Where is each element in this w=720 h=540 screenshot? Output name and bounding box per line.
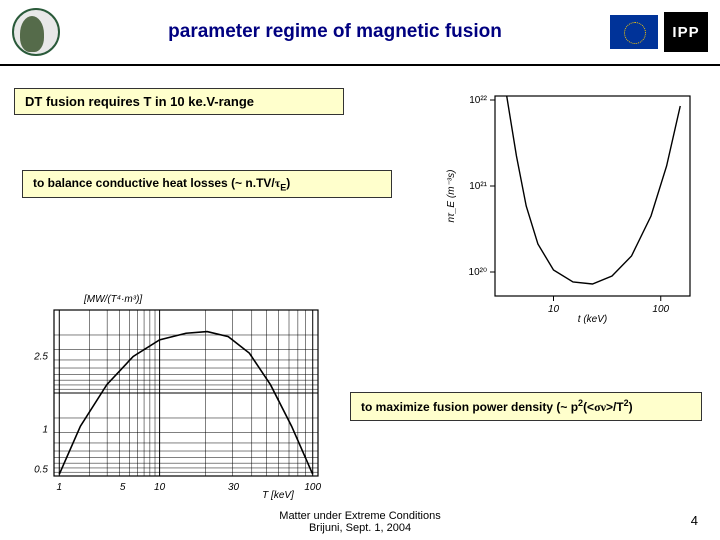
sigma-nu: σν	[594, 400, 606, 414]
slide-title: parameter regime of magnetic fusion	[60, 21, 610, 43]
svg-text:10²¹: 10²¹	[469, 181, 487, 192]
slide-header: parameter regime of magnetic fusion IPP	[0, 0, 720, 66]
callout-text: to balance conductive heat losses (~ n.T…	[33, 176, 275, 190]
svg-text:0.5: 0.5	[34, 464, 48, 475]
svg-text:T [keV]: T [keV]	[262, 490, 294, 500]
callout-text: DT fusion requires T in 10 ke.V-range	[25, 94, 254, 109]
footer-line-2: Brijuni, Sept. 1, 2004	[0, 522, 720, 534]
mpg-logo	[12, 8, 60, 56]
ntau-vs-t-chart: 10 100 10²⁰ 10²¹ 10²² nτ_E (m⁻³s) t (keV)	[440, 86, 700, 326]
callout-text: to maximize fusion power density (~ p	[361, 400, 578, 414]
svg-text:nτ_E (m⁻³s): nτ_E (m⁻³s)	[446, 170, 457, 223]
callout-power-density: to maximize fusion power density (~ p2(<…	[350, 392, 702, 421]
page-number: 4	[691, 513, 698, 528]
callout-mid2: >/T	[606, 400, 624, 414]
svg-text:10: 10	[154, 482, 166, 493]
callout-heat-losses: to balance conductive heat losses (~ n.T…	[22, 170, 392, 198]
svg-text:2.5: 2.5	[33, 351, 48, 362]
callout-dt-fusion: DT fusion requires T in 10 ke.V-range	[14, 88, 344, 115]
svg-text:[MW/(T⁴·m³)]: [MW/(T⁴·m³)]	[83, 294, 142, 305]
svg-text:t (keV): t (keV)	[578, 314, 607, 325]
svg-text:10: 10	[548, 304, 560, 315]
callout-mid: (<	[583, 400, 594, 414]
ipp-logo: IPP	[664, 12, 708, 52]
svg-text:100: 100	[304, 482, 321, 493]
footer-line-1: Matter under Extreme Conditions	[0, 510, 720, 522]
svg-text:100: 100	[652, 304, 669, 315]
svg-text:10²²: 10²²	[469, 95, 487, 106]
callout-suffix: )	[286, 176, 290, 190]
svg-text:10²⁰: 10²⁰	[469, 267, 487, 278]
svg-text:1: 1	[56, 482, 62, 493]
svg-text:5: 5	[120, 482, 126, 493]
callout-suffix: )	[629, 400, 633, 414]
power-density-chart: 1 5 10 30 100 0.5 1 2.5 [MW/(T⁴·m³)] T [keV]	[14, 290, 324, 500]
svg-text:1: 1	[42, 425, 48, 436]
svg-text:30: 30	[228, 482, 240, 493]
slide-footer: Matter under Extreme Conditions Brijuni,…	[0, 510, 720, 534]
eu-flag-icon	[610, 15, 658, 49]
